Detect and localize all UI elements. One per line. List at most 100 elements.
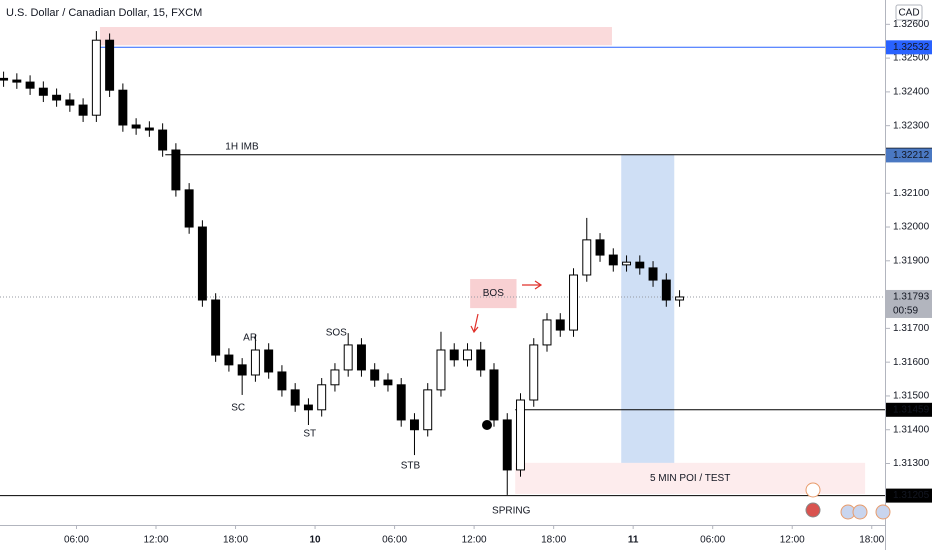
candle-body [555, 319, 565, 331]
event-marker [482, 420, 492, 430]
zone-label: 5 MIN POI / TEST [650, 473, 730, 484]
candle-body [436, 349, 446, 391]
candle-body [370, 369, 380, 381]
annotation: SC [231, 402, 245, 413]
candle-body [542, 319, 552, 346]
candle-body [158, 129, 168, 151]
arrow-right [522, 280, 543, 290]
annotation: SPRING [492, 505, 531, 516]
candle-body [184, 189, 194, 228]
x-tick-label: 06:00 [700, 535, 725, 546]
candle-body [449, 349, 459, 361]
x-tick-label: 06:00 [64, 535, 89, 546]
arrow-down [470, 313, 479, 334]
level-label: 1H IMB [225, 141, 259, 152]
candle-body [78, 104, 88, 116]
candle-body [250, 349, 260, 376]
candle-body [622, 261, 632, 266]
zone [621, 154, 675, 494]
x-tick-label: 12:00 [143, 535, 168, 546]
candle-body [569, 274, 578, 331]
y-tick-label: 1.31300 [893, 458, 930, 469]
candle-body [12, 79, 22, 83]
candle-body [635, 261, 645, 269]
current-price-tag [886, 289, 932, 318]
candle-body [317, 384, 327, 411]
y-tick-label: 1.32500 [893, 53, 930, 64]
x-tick-label: 18:00 [859, 535, 884, 546]
candle-body [343, 344, 353, 371]
current-price-label: 1.31793 [893, 292, 930, 303]
candle-body [105, 39, 115, 91]
price-tag-label: 1.31459 [893, 404, 930, 415]
candle-body [529, 344, 539, 401]
candle-body [197, 226, 207, 301]
candle-body [25, 81, 35, 89]
candle-body [224, 354, 234, 366]
annotation: STB [401, 461, 421, 472]
event-icon [805, 482, 821, 498]
candle-body [383, 379, 393, 386]
price-tag [886, 40, 932, 55]
candle-body [52, 94, 62, 101]
annotation: ST [303, 428, 316, 439]
candle-body [91, 39, 101, 116]
y-tick-label: 1.32100 [893, 188, 930, 199]
candle-body [65, 99, 75, 106]
candle-body [211, 299, 221, 356]
y-tick-label: 1.32000 [893, 222, 930, 233]
candle-body [237, 364, 247, 376]
price-tag-label: 1.31205 [893, 490, 930, 501]
candle-body [595, 239, 605, 256]
chart-title: U.S. Dollar / Canadian Dollar, 15, FXCM [6, 7, 202, 19]
x-tick-label: 10 [309, 535, 321, 546]
price-tag-label: 1.32532 [893, 42, 930, 53]
price-tag [886, 402, 932, 417]
annotation: AR [243, 332, 257, 343]
annotation: SOS [326, 328, 347, 339]
candle-body [582, 239, 592, 276]
candle-body [0, 77, 9, 81]
x-tick-label: 12:00 [462, 535, 487, 546]
price-tag [886, 488, 932, 503]
zone [470, 279, 517, 309]
x-tick-label: 18:00 [541, 535, 566, 546]
event-icon [875, 504, 891, 520]
event-icon [852, 504, 868, 520]
candle-body [463, 349, 472, 361]
y-tick-label: 1.31900 [893, 255, 930, 266]
candle-body [608, 254, 618, 266]
candle-body [516, 399, 525, 471]
x-tick-label: 18:00 [223, 535, 248, 546]
y-tick-label: 1.32400 [893, 87, 930, 98]
candle-body [264, 349, 274, 373]
y-tick-label: 1.31500 [893, 391, 930, 402]
zone-label: BOS [483, 288, 504, 299]
y-tick-label: 1.32300 [893, 120, 930, 131]
candle-body [409, 419, 419, 431]
currency-box [895, 4, 923, 21]
currency: CAD [898, 8, 919, 19]
candle-body [118, 89, 128, 126]
candle-body [661, 279, 671, 301]
y-tick-label: 1.32600 [893, 19, 930, 30]
candle-body [171, 149, 181, 191]
candle-body [476, 349, 486, 371]
candle-body [423, 389, 433, 431]
candle-body [330, 369, 340, 386]
event-icon [805, 502, 821, 518]
zone [99, 27, 612, 46]
countdown: 00:59 [893, 306, 918, 317]
x-tick-label: 06:00 [382, 535, 407, 546]
candle-body [356, 344, 366, 371]
candle-body [489, 369, 499, 421]
y-tick-label: 1.31700 [893, 323, 930, 334]
candle-body [290, 389, 300, 406]
candle-body [675, 296, 685, 301]
candle-body [131, 124, 141, 129]
price-tag-label: 1.32212 [893, 150, 930, 161]
y-tick-label: 1.31400 [893, 424, 930, 435]
